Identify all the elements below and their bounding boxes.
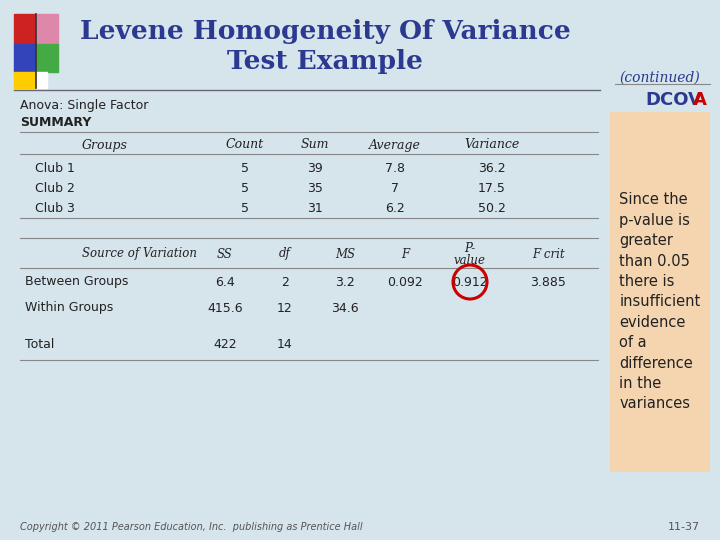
Text: F crit: F crit <box>531 247 564 260</box>
Text: 14: 14 <box>277 338 293 350</box>
Text: 5: 5 <box>241 161 249 174</box>
Text: Between Groups: Between Groups <box>25 275 128 288</box>
Text: 422: 422 <box>213 338 237 350</box>
Text: Club 1: Club 1 <box>35 161 75 174</box>
Text: 31: 31 <box>307 201 323 214</box>
Text: Since the
p-value is
greater
than 0.05
there is
insufficient
evidence
of a
diffe: Since the p-value is greater than 0.05 t… <box>619 192 701 411</box>
Bar <box>14 14 36 44</box>
Text: 5: 5 <box>241 181 249 194</box>
Text: Within Groups: Within Groups <box>25 301 113 314</box>
Text: 39: 39 <box>307 161 323 174</box>
Text: F: F <box>401 247 409 260</box>
Text: 35: 35 <box>307 181 323 194</box>
Text: Count: Count <box>226 138 264 152</box>
Bar <box>36 44 58 72</box>
Text: Average: Average <box>369 138 421 152</box>
Text: A: A <box>693 91 707 109</box>
Text: 2: 2 <box>281 275 289 288</box>
Text: Groups: Groups <box>82 138 128 152</box>
Text: 3.885: 3.885 <box>530 275 566 288</box>
Text: DCOV: DCOV <box>645 91 702 109</box>
Text: 50.2: 50.2 <box>478 201 506 214</box>
Text: SS: SS <box>217 247 233 260</box>
Text: Club 2: Club 2 <box>35 181 75 194</box>
Text: 0.092: 0.092 <box>387 275 423 288</box>
Text: 6.2: 6.2 <box>385 201 405 214</box>
Bar <box>36 72 47 88</box>
Text: Total: Total <box>25 338 55 350</box>
Text: 0.912: 0.912 <box>452 275 488 288</box>
Text: Club 3: Club 3 <box>35 201 75 214</box>
Text: (continued): (continued) <box>620 71 701 85</box>
Text: Levene Homogeneity Of Variance: Levene Homogeneity Of Variance <box>80 19 570 44</box>
Text: 34.6: 34.6 <box>331 301 359 314</box>
Text: Variance: Variance <box>464 138 520 152</box>
Text: Source of Variation: Source of Variation <box>83 247 197 260</box>
Bar <box>14 72 36 88</box>
Text: MS: MS <box>335 247 355 260</box>
Text: SUMMARY: SUMMARY <box>20 116 91 129</box>
Bar <box>14 44 36 72</box>
Text: 7.8: 7.8 <box>385 161 405 174</box>
Text: Sum: Sum <box>301 138 329 152</box>
Text: 6.4: 6.4 <box>215 275 235 288</box>
Text: Test Example: Test Example <box>227 50 423 75</box>
Text: value: value <box>454 253 486 267</box>
Text: 11-37: 11-37 <box>668 522 700 532</box>
Text: Anova: Single Factor: Anova: Single Factor <box>20 99 148 112</box>
Text: 3.2: 3.2 <box>335 275 355 288</box>
Text: df: df <box>279 247 291 260</box>
Text: 12: 12 <box>277 301 293 314</box>
Text: 415.6: 415.6 <box>207 301 243 314</box>
Text: 7: 7 <box>391 181 399 194</box>
Text: 36.2: 36.2 <box>478 161 506 174</box>
Bar <box>36 14 58 44</box>
FancyBboxPatch shape <box>610 112 710 472</box>
Text: P-: P- <box>464 241 476 254</box>
Text: 17.5: 17.5 <box>478 181 506 194</box>
Text: Copyright © 2011 Pearson Education, Inc.  publishing as Prentice Hall: Copyright © 2011 Pearson Education, Inc.… <box>20 522 363 532</box>
Text: 5: 5 <box>241 201 249 214</box>
